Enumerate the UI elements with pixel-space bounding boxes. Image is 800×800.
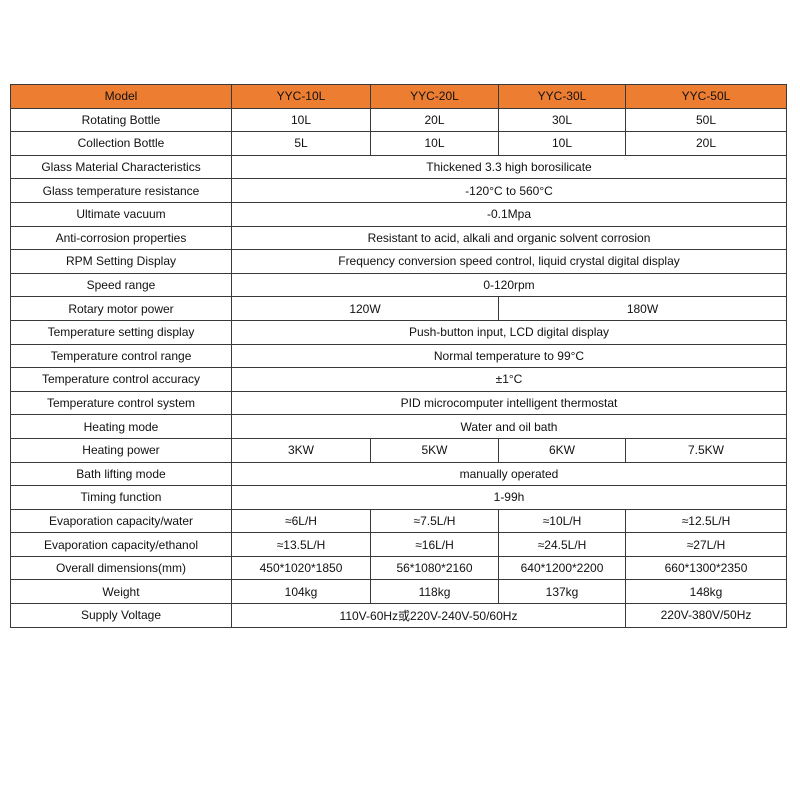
table-row: Ultimate vacuum -0.1Mpa bbox=[10, 201, 787, 227]
row-value: 30L bbox=[498, 107, 626, 133]
row-value: 10L bbox=[231, 107, 371, 133]
row-value: Push-button input, LCD digital display bbox=[231, 319, 787, 345]
row-value: PID microcomputer intelligent thermostat bbox=[231, 390, 787, 416]
row-value: 104kg bbox=[231, 579, 371, 605]
row-label: Temperature setting display bbox=[10, 319, 232, 345]
row-value: 148kg bbox=[625, 579, 787, 605]
row-label: Rotary motor power bbox=[10, 296, 232, 321]
row-label: Glass temperature resistance bbox=[10, 178, 232, 203]
header-model-50l: YYC-50L bbox=[625, 84, 787, 109]
row-value: manually operated bbox=[231, 461, 787, 487]
header-model-10l: YYC-10L bbox=[231, 84, 371, 109]
row-value: 120W bbox=[231, 296, 499, 321]
table-row: Anti-corrosion properties Resistant to ac… bbox=[10, 225, 787, 251]
table-row: Rotating Bottle 10L 20L 30L 50L bbox=[10, 107, 787, 133]
table-row: Supply Voltage 110V-60Hz或220V-240V-50/60H… bbox=[10, 603, 787, 628]
row-value: 20L bbox=[370, 107, 499, 133]
row-value: -0.1Mpa bbox=[231, 201, 787, 227]
row-value: 180W bbox=[498, 296, 787, 321]
table-row: Collection Bottle 5L 10L 10L 20L bbox=[10, 131, 787, 156]
row-label: Heating power bbox=[10, 437, 232, 463]
row-value: 6KW bbox=[498, 437, 626, 463]
row-value: ±1°C bbox=[231, 367, 787, 392]
row-label: Ultimate vacuum bbox=[10, 201, 232, 227]
table-row: Temperature control range Normal temperat… bbox=[10, 343, 787, 369]
row-label: Timing function bbox=[10, 485, 232, 510]
table-row: Rotary motor power 120W 180W bbox=[10, 296, 787, 321]
row-label: Rotating Bottle bbox=[10, 107, 232, 133]
row-label: Weight bbox=[10, 579, 232, 605]
row-value: 10L bbox=[370, 131, 499, 156]
table-row: Heating mode Water and oil bath bbox=[10, 414, 787, 439]
table-row: Timing function 1-99h bbox=[10, 485, 787, 510]
row-label: Collection Bottle bbox=[10, 131, 232, 156]
row-label: Supply Voltage bbox=[10, 603, 232, 628]
table-row: Bath lifting mode manually operated bbox=[10, 461, 787, 487]
table-row: Temperature control system PID microcompu… bbox=[10, 390, 787, 416]
row-value: 3KW bbox=[231, 437, 371, 463]
row-value: 660*1300*2350 bbox=[625, 555, 787, 581]
row-value: 10L bbox=[498, 131, 626, 156]
header-model-label: Model bbox=[10, 84, 232, 109]
table-row: Glass temperature resistance -120°C to 56… bbox=[10, 178, 787, 203]
header-model-30l: YYC-30L bbox=[498, 84, 626, 109]
row-value: Water and oil bath bbox=[231, 414, 787, 439]
table-row: Evaporation capacity/water ≈6L/H ≈7.5L/H ≈1… bbox=[10, 508, 787, 534]
row-value: 450*1020*1850 bbox=[231, 555, 371, 581]
row-label: Overall dimensions(mm) bbox=[10, 555, 232, 581]
row-value: 5KW bbox=[370, 437, 499, 463]
row-value: Normal temperature to 99°C bbox=[231, 343, 787, 369]
row-value: 220V-380V/50Hz bbox=[625, 603, 787, 628]
header-model-20l: YYC-20L bbox=[370, 84, 499, 109]
row-value: 118kg bbox=[370, 579, 499, 605]
specification-table: Model YYC-10L YYC-20L YYC-30L YYC-50L Ro… bbox=[10, 84, 787, 628]
header-row: Model YYC-10L YYC-20L YYC-30L YYC-50L bbox=[10, 84, 787, 109]
row-label: Temperature control range bbox=[10, 343, 232, 369]
row-value: 56*1080*2160 bbox=[370, 555, 499, 581]
row-value: ≈12.5L/H bbox=[625, 508, 787, 534]
row-label: Bath lifting mode bbox=[10, 461, 232, 487]
row-value: ≈13.5L/H bbox=[231, 532, 371, 557]
row-value: ≈7.5L/H bbox=[370, 508, 499, 534]
row-value: ≈6L/H bbox=[231, 508, 371, 534]
row-label: Evaporation capacity/water bbox=[10, 508, 232, 534]
row-value: 7.5KW bbox=[625, 437, 787, 463]
row-label: Speed range bbox=[10, 272, 232, 298]
row-value: 640*1200*2200 bbox=[498, 555, 626, 581]
row-value: Resistant to acid, alkali and organic so… bbox=[231, 225, 787, 251]
row-label: Heating mode bbox=[10, 414, 232, 439]
row-value: ≈16L/H bbox=[370, 532, 499, 557]
table-row: Overall dimensions(mm) 450*1020*1850 56*10… bbox=[10, 555, 787, 581]
row-value: 137kg bbox=[498, 579, 626, 605]
table-row: RPM Setting Display Frequency conversion … bbox=[10, 249, 787, 274]
row-value: -120°C to 560°C bbox=[231, 178, 787, 203]
row-value: ≈24.5L/H bbox=[498, 532, 626, 557]
row-label: Anti-corrosion properties bbox=[10, 225, 232, 251]
row-value: 50L bbox=[625, 107, 787, 133]
table-row: Temperature setting display Push-button i… bbox=[10, 319, 787, 345]
row-value: Frequency conversion speed control, liqu… bbox=[231, 249, 787, 274]
row-value: 5L bbox=[231, 131, 371, 156]
table-row: Glass Material Characteristics Thickened … bbox=[10, 154, 787, 180]
row-value: ≈10L/H bbox=[498, 508, 626, 534]
row-label: Temperature control accuracy bbox=[10, 367, 232, 392]
row-value: 1-99h bbox=[231, 485, 787, 510]
row-value: Thickened 3.3 high borosilicate bbox=[231, 154, 787, 180]
row-label: Temperature control system bbox=[10, 390, 232, 416]
table-row: Weight 104kg 118kg 137kg 148kg bbox=[10, 579, 787, 605]
row-label: Evaporation capacity/ethanol bbox=[10, 532, 232, 557]
table-row: Temperature control accuracy ±1°C bbox=[10, 367, 787, 392]
row-value: ≈27L/H bbox=[625, 532, 787, 557]
row-value: 110V-60Hz或220V-240V-50/60Hz bbox=[231, 603, 626, 628]
table-row: Speed range 0-120rpm bbox=[10, 272, 787, 298]
row-label: RPM Setting Display bbox=[10, 249, 232, 274]
table-row: Evaporation capacity/ethanol ≈13.5L/H ≈16L… bbox=[10, 532, 787, 557]
table-row: Heating power 3KW 5KW 6KW 7.5KW bbox=[10, 437, 787, 463]
row-label: Glass Material Characteristics bbox=[10, 154, 232, 180]
row-value: 20L bbox=[625, 131, 787, 156]
row-value: 0-120rpm bbox=[231, 272, 787, 298]
